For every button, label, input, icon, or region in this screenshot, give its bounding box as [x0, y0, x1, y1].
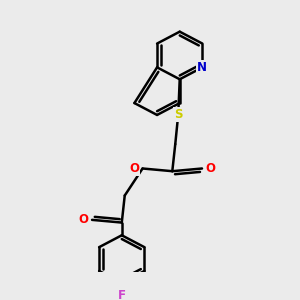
- Text: N: N: [197, 61, 207, 74]
- Text: S: S: [174, 108, 182, 121]
- Text: O: O: [205, 162, 215, 175]
- Text: O: O: [129, 162, 139, 175]
- Text: O: O: [79, 213, 89, 226]
- Text: F: F: [118, 289, 126, 300]
